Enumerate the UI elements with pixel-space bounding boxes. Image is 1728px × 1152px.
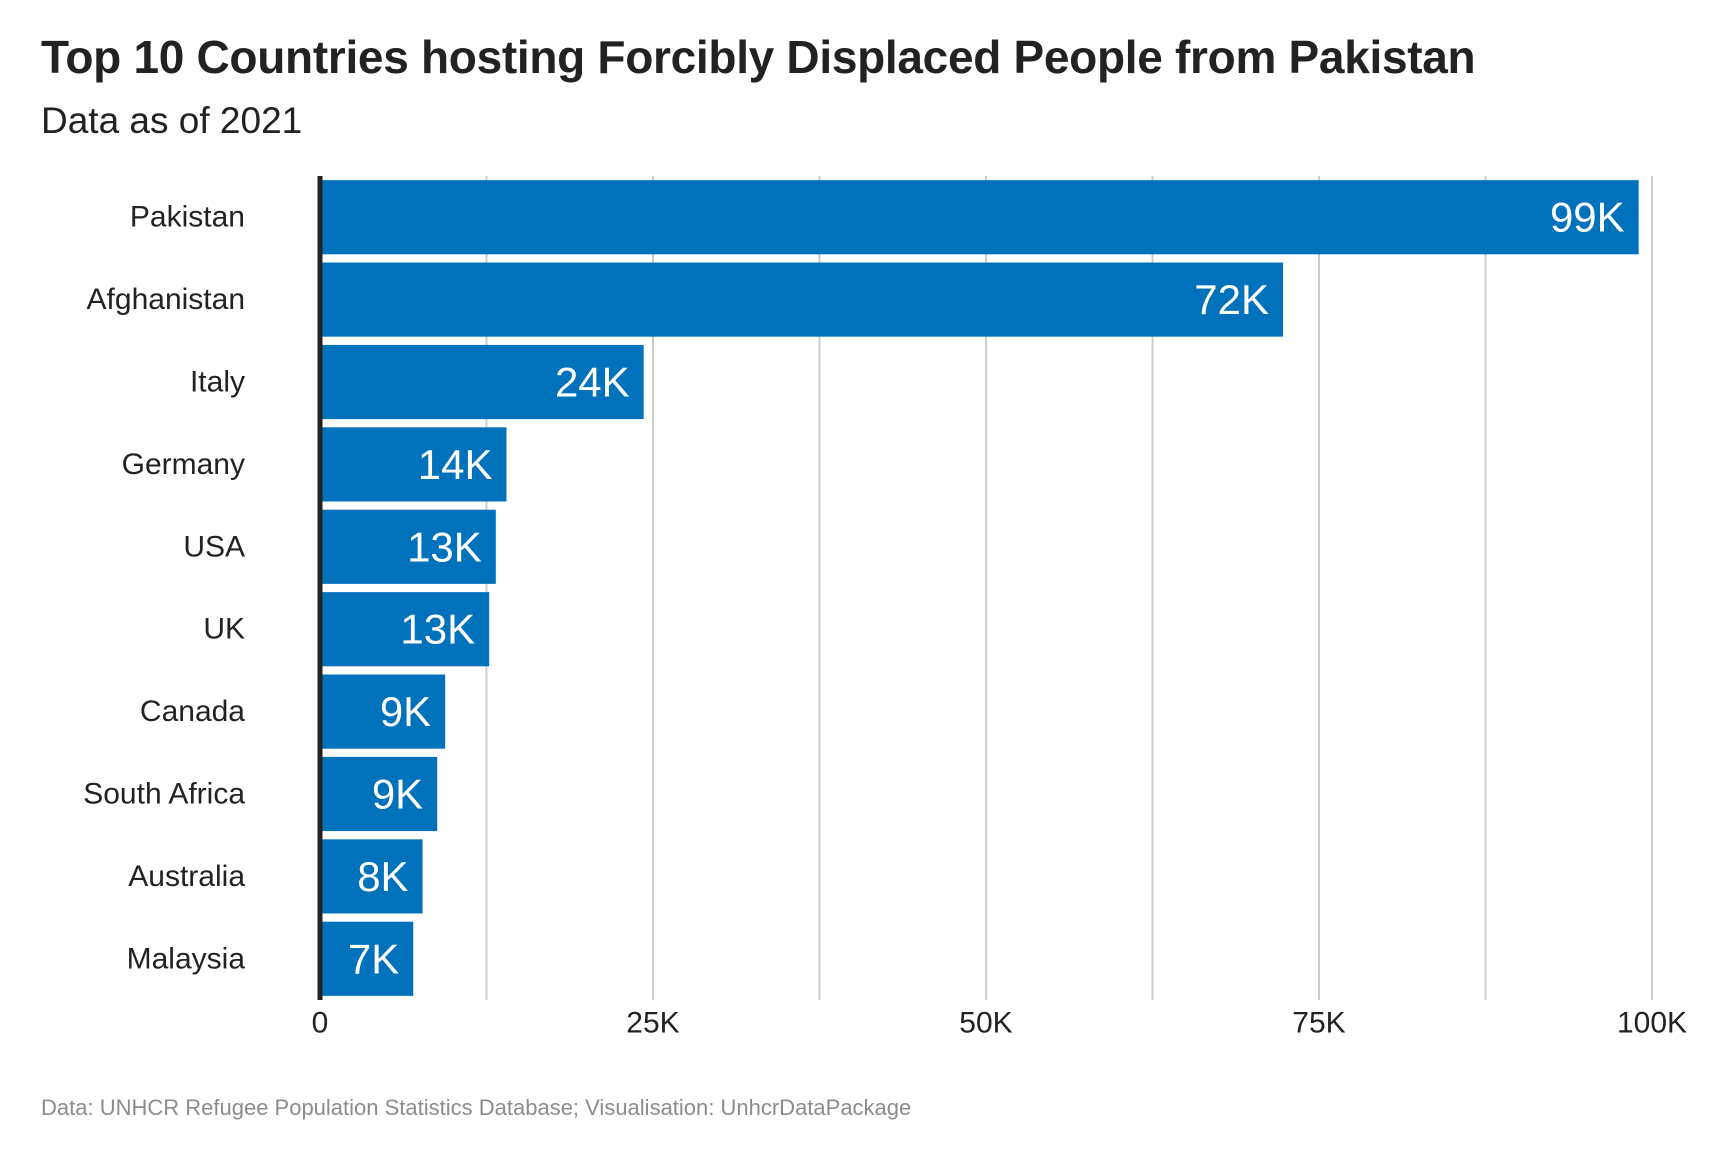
bar-australia bbox=[320, 839, 423, 914]
category-label: Australia bbox=[128, 860, 245, 893]
data-label: 13K bbox=[400, 606, 475, 653]
x-tick-label: 100K bbox=[1617, 1007, 1687, 1040]
category-label: Pakistan bbox=[130, 201, 245, 234]
x-tick-label: 75K bbox=[1292, 1007, 1345, 1040]
data-label: 99K bbox=[1550, 194, 1625, 241]
data-label: 8K bbox=[357, 853, 408, 900]
x-tick-label: 50K bbox=[959, 1007, 1012, 1040]
data-label: 72K bbox=[1194, 276, 1269, 323]
category-label: Malaysia bbox=[127, 942, 246, 975]
data-label: 14K bbox=[418, 441, 493, 488]
data-label: 24K bbox=[555, 359, 630, 406]
bar-germany bbox=[320, 427, 507, 502]
chart-subtitle: Data as of 2021 bbox=[41, 100, 303, 141]
x-tick-label: 25K bbox=[626, 1007, 679, 1040]
bar-usa bbox=[320, 509, 496, 584]
data-label: 9K bbox=[372, 771, 423, 818]
x-tick-label: 0 bbox=[312, 1007, 329, 1040]
source-caption: Data: UNHCR Refugee Population Statistic… bbox=[41, 1095, 912, 1120]
category-label: Germany bbox=[122, 448, 245, 481]
data-label: 9K bbox=[380, 688, 431, 735]
data-label: 13K bbox=[407, 523, 482, 570]
bar-uk bbox=[320, 592, 490, 667]
bar-pakistan bbox=[320, 180, 1639, 255]
chart-title: Top 10 Countries hosting Forcibly Displa… bbox=[41, 31, 1476, 83]
category-label: Italy bbox=[190, 366, 245, 399]
category-label: Canada bbox=[140, 695, 245, 728]
bar-afghanistan bbox=[320, 262, 1284, 337]
bar-italy bbox=[320, 344, 644, 420]
bar-canada bbox=[320, 674, 446, 749]
category-label: South Africa bbox=[83, 778, 245, 811]
bar-south-africa bbox=[320, 756, 438, 832]
category-label: Afghanistan bbox=[87, 283, 245, 316]
category-label: UK bbox=[203, 613, 245, 646]
data-label: 7K bbox=[348, 935, 399, 982]
bar-malaysia bbox=[320, 921, 414, 996]
category-label: USA bbox=[183, 530, 245, 563]
